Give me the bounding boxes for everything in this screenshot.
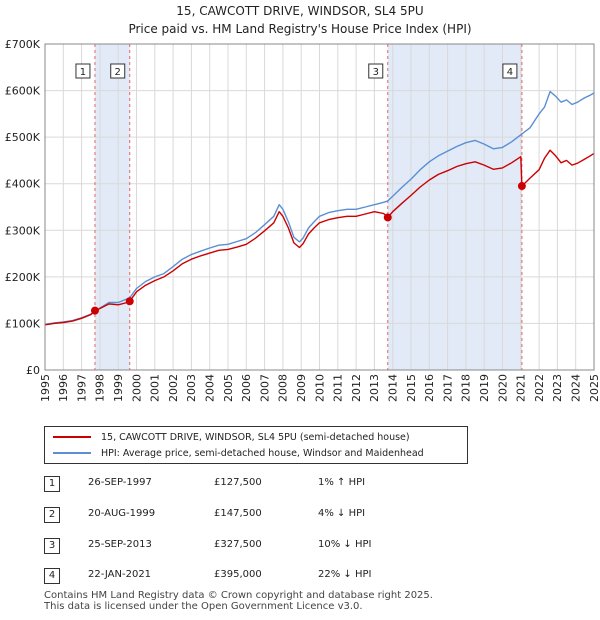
marker-number-box: 1 xyxy=(44,476,60,492)
sale-date: 22-JAN-2021 xyxy=(88,569,152,580)
legend-label-property: 15, CAWCOTT DRIVE, WINDSOR, SL4 5PU (sem… xyxy=(101,431,410,443)
x-tick-label: 2021 xyxy=(515,374,528,402)
marker-number-box: 4 xyxy=(44,568,60,584)
x-tick-label: 2024 xyxy=(570,374,583,402)
marker-number-box: 3 xyxy=(44,538,60,554)
sale-point xyxy=(125,297,134,306)
sale-number-label: 4 xyxy=(507,67,513,78)
x-tick-label: 2014 xyxy=(387,374,400,402)
hpi-comparison: 1% ↑ HPI xyxy=(318,477,366,488)
table-row: 3 25-SEP-2013 £327,500 10% ↓ HPI xyxy=(0,538,600,554)
chart-title: 15, CAWCOTT DRIVE, WINDSOR, SL4 5PU xyxy=(176,4,424,18)
y-tick-label: £0 xyxy=(26,364,40,377)
shaded-period xyxy=(94,44,130,370)
property-line-swatch xyxy=(53,436,91,438)
shaded-period xyxy=(387,44,522,370)
x-tick-label: 2006 xyxy=(240,374,253,402)
sale-number-label: 3 xyxy=(373,67,379,78)
x-tick-label: 2004 xyxy=(204,374,217,402)
hpi-comparison: 4% ↓ HPI xyxy=(318,508,366,519)
sale-point xyxy=(517,182,526,191)
sale-number-label: 1 xyxy=(80,67,86,78)
hpi-line-swatch xyxy=(53,452,91,454)
sale-date: 26-SEP-1997 xyxy=(88,477,152,488)
y-tick-label: £300K xyxy=(5,224,41,237)
sale-number-box xyxy=(110,63,126,79)
marker-number-box: 2 xyxy=(44,507,60,523)
table-row: 4 22-JAN-2021 £395,000 22% ↓ HPI xyxy=(0,568,600,584)
legend-label-hpi: HPI: Average price, semi-detached house,… xyxy=(101,447,424,459)
y-tick-label: £600K xyxy=(5,85,41,98)
sale-price: £147,500 xyxy=(214,508,262,519)
sale-number-box xyxy=(368,63,384,79)
hpi-series-line xyxy=(44,90,595,326)
sale-point xyxy=(90,306,99,315)
y-tick-label: £500K xyxy=(5,131,41,144)
sale-price: £327,500 xyxy=(214,539,262,550)
hpi-comparison: 10% ↓ HPI xyxy=(318,539,372,550)
x-tick-label: 2012 xyxy=(350,374,363,402)
footer-licence: This data is licensed under the Open Gov… xyxy=(44,601,363,612)
y-tick-label: £200K xyxy=(5,271,41,284)
x-tick-label: 1997 xyxy=(75,374,88,402)
price-chart: £0 £100K £200K £300K £400K £500K £600K £700K 199… xyxy=(5,38,600,402)
footer-copyright: Contains HM Land Registry data © Crown c… xyxy=(44,590,433,601)
sale-number-box xyxy=(75,63,91,79)
x-tick-label: 2017 xyxy=(441,374,454,402)
x-tick-label: 1995 xyxy=(39,374,52,402)
x-tick-label: 2002 xyxy=(167,374,180,402)
y-tick-label: £100K xyxy=(5,317,41,330)
hpi-comparison: 22% ↓ HPI xyxy=(318,569,372,580)
x-tick-label: 2001 xyxy=(149,374,162,402)
x-tick-label: 2009 xyxy=(295,374,308,402)
sale-date: 20-AUG-1999 xyxy=(88,508,156,519)
table-row: 1 26-SEP-1997 £127,500 1% ↑ HPI xyxy=(0,476,600,492)
x-tick-label: 2000 xyxy=(130,374,143,402)
x-tick-label: 2010 xyxy=(313,374,326,402)
table-row: 2 20-AUG-1999 £147,500 4% ↓ HPI xyxy=(0,507,600,523)
x-tick-label: 2023 xyxy=(551,374,564,402)
x-tick-label: 2020 xyxy=(496,374,509,402)
sale-point xyxy=(383,213,392,222)
y-tick-label: £700K xyxy=(5,38,41,51)
x-tick-label: 2008 xyxy=(277,374,290,402)
sale-number-label: 2 xyxy=(115,67,121,78)
x-tick-label: 2007 xyxy=(258,374,271,402)
x-tick-label: 2005 xyxy=(222,374,235,402)
x-tick-label: 2003 xyxy=(185,374,198,402)
y-tick-label: £400K xyxy=(5,178,41,191)
x-tick-label: 1996 xyxy=(57,374,70,402)
x-tick-label: 2019 xyxy=(478,374,491,402)
sale-price: £395,000 xyxy=(214,569,262,580)
x-tick-label: 2013 xyxy=(368,374,381,402)
x-tick-label: 2016 xyxy=(423,374,436,402)
sale-date: 25-SEP-2013 xyxy=(88,539,152,550)
x-tick-label: 2022 xyxy=(533,374,546,402)
chart-subtitle: Price paid vs. HM Land Registry's House … xyxy=(128,22,472,36)
legend: 15, CAWCOTT DRIVE, WINDSOR, SL4 5PU (sem… xyxy=(44,426,468,464)
x-tick-label: 1998 xyxy=(94,374,107,402)
x-tick-label: 2011 xyxy=(332,374,345,402)
x-tick-label: 2025 xyxy=(588,374,600,402)
sale-price: £127,500 xyxy=(214,477,262,488)
sale-number-box xyxy=(502,63,518,79)
x-tick-label: 1999 xyxy=(112,374,125,402)
x-tick-label: 2018 xyxy=(460,374,473,402)
x-tick-label: 2015 xyxy=(405,374,418,402)
legend-item-property: 15, CAWCOTT DRIVE, WINDSOR, SL4 5PU (sem… xyxy=(53,430,410,444)
legend-item-hpi: HPI: Average price, semi-detached house,… xyxy=(53,446,424,460)
plot-border xyxy=(44,43,595,371)
